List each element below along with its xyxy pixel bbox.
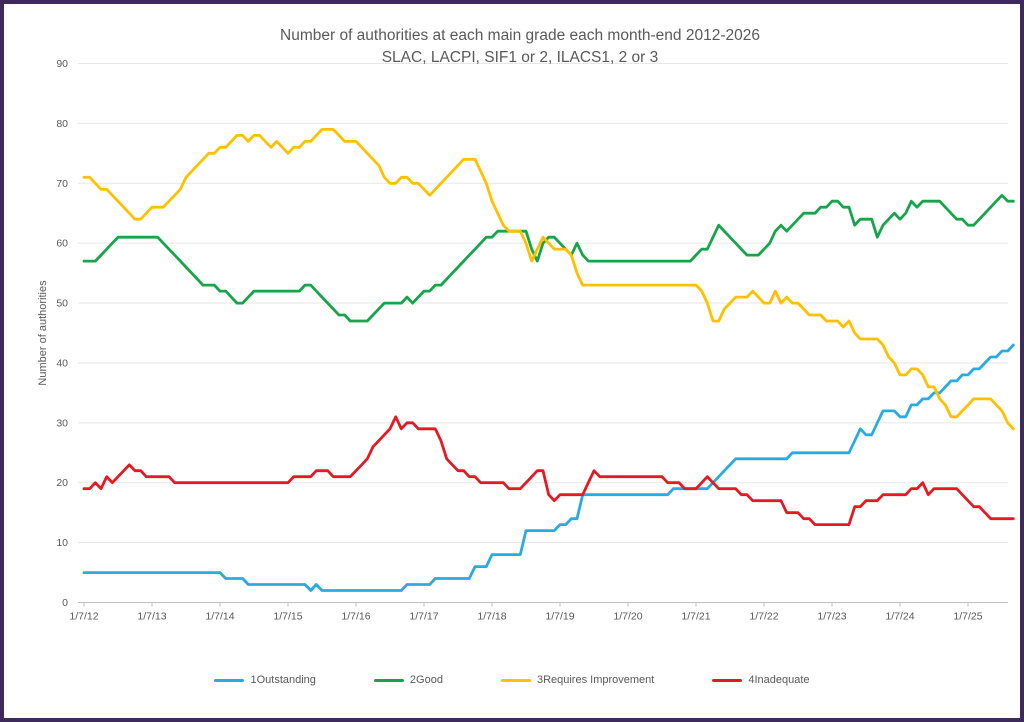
legend-label-3requires-improvement: 3Requires Improvement bbox=[536, 674, 655, 686]
x-tick-label-1-7-12: 1/7/12 bbox=[69, 611, 98, 623]
x-tick-label-1-7-16: 1/7/16 bbox=[341, 611, 370, 623]
x-axis: 1/7/12 1/7/13 1/7/14 1/7/15 1/7/16 1/7/17 1/7/… bbox=[69, 602, 1008, 623]
y-tick-label-10: 10 bbox=[56, 537, 68, 549]
y-tick-label-20: 20 bbox=[56, 477, 68, 489]
legend-item-2good: 2Good bbox=[373, 674, 443, 686]
x-tick-label-1-7-25: 1/7/25 bbox=[953, 611, 982, 623]
y-tick-label-0: 0 bbox=[62, 597, 68, 609]
legend-swatch-4inadequate bbox=[712, 678, 743, 682]
legend-label-2good: 2Good bbox=[409, 674, 443, 686]
chart-title-line2: SLAC, LACPI, SIF1 or 2, ILACS1, 2 or 3 bbox=[382, 49, 659, 66]
y-tick-label-70: 70 bbox=[56, 178, 68, 190]
y-tick-label-40: 40 bbox=[56, 357, 68, 369]
y-axis-tick-labels: 0 10 20 30 40 50 60 70 80 90 bbox=[56, 58, 68, 609]
y-tick-label-90: 90 bbox=[56, 58, 68, 70]
x-tick-label-1-7-20: 1/7/20 bbox=[613, 611, 642, 623]
y-tick-label-50: 50 bbox=[56, 298, 68, 310]
x-tick-label-1-7-15: 1/7/15 bbox=[273, 611, 302, 623]
x-tick-label-1-7-14: 1/7/14 bbox=[205, 611, 234, 623]
chart-title-line1: Number of authorities at each main grade… bbox=[280, 27, 760, 44]
legend-label-4inadequate: 4Inadequate bbox=[748, 674, 810, 686]
y-tick-label-30: 30 bbox=[56, 417, 68, 429]
series-line-4inadequate bbox=[82, 415, 1015, 526]
legend-item-1outstanding: 1Outstanding bbox=[214, 674, 316, 686]
x-tick-label-1-7-19: 1/7/19 bbox=[545, 611, 574, 623]
x-tick-label-1-7-17: 1/7/17 bbox=[409, 611, 438, 623]
x-tick-label-1-7-22: 1/7/22 bbox=[749, 611, 778, 623]
chart-legend: 1Outstanding 2Good 3Requires Improvement 4I… bbox=[0, 674, 1024, 686]
x-tick-label-1-7-13: 1/7/13 bbox=[137, 611, 166, 623]
legend-swatch-2good bbox=[373, 678, 404, 682]
legend-item-4inadequate: 4Inadequate bbox=[712, 674, 810, 686]
y-axis-title: Number of authorities bbox=[37, 280, 49, 386]
x-tick-label-1-7-18: 1/7/18 bbox=[477, 611, 506, 623]
y-tick-label-80: 80 bbox=[56, 118, 68, 130]
legend-item-3requires-improvement: 3Requires Improvement bbox=[500, 674, 655, 686]
series-line-1outstanding bbox=[82, 343, 1015, 592]
y-tick-label-60: 60 bbox=[56, 238, 68, 250]
x-tick-label-1-7-24: 1/7/24 bbox=[885, 611, 914, 623]
legend-label-1outstanding: 1Outstanding bbox=[250, 674, 316, 686]
series-line-2good bbox=[82, 193, 1015, 323]
x-tick-label-1-7-21: 1/7/21 bbox=[681, 611, 710, 623]
legend-swatch-3requires-improvement bbox=[500, 678, 531, 682]
legend-swatch-1outstanding bbox=[214, 678, 245, 682]
x-tick-label-1-7-23: 1/7/23 bbox=[817, 611, 846, 623]
series-line-3requires-improvement bbox=[82, 127, 1015, 431]
